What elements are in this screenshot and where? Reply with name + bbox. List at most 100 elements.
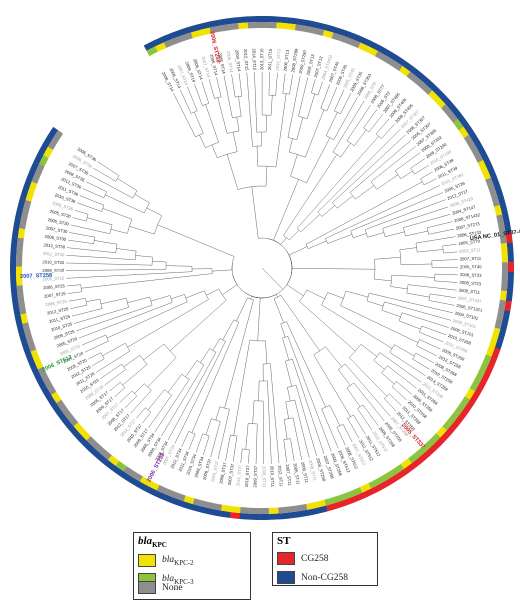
tree-branch (125, 396, 137, 408)
leaf-label: 2008_ST11 (262, 466, 267, 488)
tree-arc (333, 152, 341, 157)
tree-branch (288, 76, 300, 138)
tree-branch (318, 82, 322, 95)
tree-branch (88, 353, 100, 360)
st-ring-segment (247, 16, 257, 22)
tree-branch (175, 341, 226, 443)
leaf-label: 2005_ST45 (460, 264, 482, 269)
tree-branch (189, 434, 195, 450)
tree-branch (202, 81, 209, 103)
tree-arc (376, 134, 381, 139)
tree-arc (182, 374, 189, 379)
tree-branch (70, 305, 87, 309)
highlighted-label: 2007_ST258 (20, 273, 52, 280)
tree-arc (338, 364, 345, 369)
tree-branch (236, 298, 247, 321)
tree-branch (68, 240, 94, 244)
tree-branch (206, 419, 211, 435)
kpc-ring-segment (287, 505, 297, 512)
st-ring-segment (508, 272, 514, 282)
tree-branch (158, 225, 235, 257)
tree-branch (258, 298, 261, 341)
tree-branch (114, 388, 125, 397)
tree-branch (254, 72, 256, 132)
tree-branch (287, 322, 326, 407)
leaf-label: 2010_ST30 (42, 259, 64, 265)
kpc-legend-item-none: None (138, 578, 183, 597)
kpc2-label: blaKPC-2 (162, 555, 194, 567)
tree-branch (101, 298, 126, 304)
tree-branch (284, 419, 287, 439)
tree-branch (363, 405, 378, 426)
tree-branch (239, 73, 242, 96)
tree-branch (291, 154, 298, 176)
kpc-ring-segment (249, 508, 259, 514)
tree-arc (274, 295, 281, 299)
tree-branch (346, 291, 368, 297)
tree-branch (222, 285, 237, 295)
st-legend-item-cg258: CG258 (277, 549, 373, 568)
tree-branch (369, 114, 383, 132)
tree-branch (127, 297, 149, 303)
tree-arc (125, 343, 130, 351)
tree-arc (106, 335, 109, 341)
tree-branch (400, 248, 417, 250)
tree-branch (376, 119, 389, 134)
tree-branch (403, 214, 450, 227)
tree-arc (417, 340, 420, 346)
tree-branch (284, 440, 287, 463)
tree-branch (282, 338, 288, 360)
tree-branch (330, 405, 340, 426)
tree-arc (210, 349, 216, 353)
tree-branch (117, 179, 137, 191)
tree-arc (202, 103, 208, 105)
tree-arc (411, 168, 415, 174)
tree-branch (392, 275, 435, 277)
tree-branch (233, 132, 237, 152)
tree-branch (281, 324, 285, 337)
kpc-ring-segment (229, 23, 239, 30)
tree-branch (413, 359, 430, 369)
tree-branch (374, 360, 385, 369)
tree-arc (347, 141, 354, 146)
st-ring-segment (239, 513, 249, 520)
tree-branch (187, 87, 197, 111)
tree-branch (401, 171, 413, 179)
tree-branch (347, 388, 360, 407)
tree-branch (399, 321, 420, 329)
tree-branch (397, 381, 412, 394)
tree-branch (401, 264, 432, 265)
tree-arc (104, 192, 107, 198)
tree-branch (357, 409, 372, 431)
tree-branch (92, 359, 104, 366)
tree-arc (289, 255, 292, 268)
tree-branch (100, 364, 121, 379)
tree-branch (224, 76, 232, 118)
none-label: None (162, 583, 183, 593)
leaf-label: 2012_ST15 (243, 49, 250, 72)
tree-arc (390, 345, 395, 353)
tree-arc (220, 407, 230, 410)
st-ring-segment (257, 16, 267, 22)
tree-arc (357, 405, 362, 409)
tree-branch (276, 294, 277, 297)
tree-branch (86, 299, 100, 302)
tree-branch (308, 241, 326, 249)
tree-branch (196, 434, 203, 453)
tree-branch (266, 341, 267, 364)
tree-arc (140, 355, 147, 364)
tree-branch (416, 237, 455, 243)
tree-branch (262, 268, 283, 289)
cg258-label: CG258 (301, 554, 328, 564)
tree-branch (252, 187, 258, 239)
st-ring-segment (507, 242, 514, 252)
tree-branch (306, 138, 330, 183)
st-legend-item-non-cg258: Non-CG258 (277, 568, 373, 587)
st-ring-segment (277, 16, 287, 23)
tree-branch (182, 431, 189, 447)
tree-branch (427, 222, 452, 228)
tree-branch (253, 401, 254, 424)
leaf-label: 2010_ST37 (244, 465, 251, 488)
tree-branch (305, 110, 324, 157)
tree-branch (206, 104, 219, 142)
